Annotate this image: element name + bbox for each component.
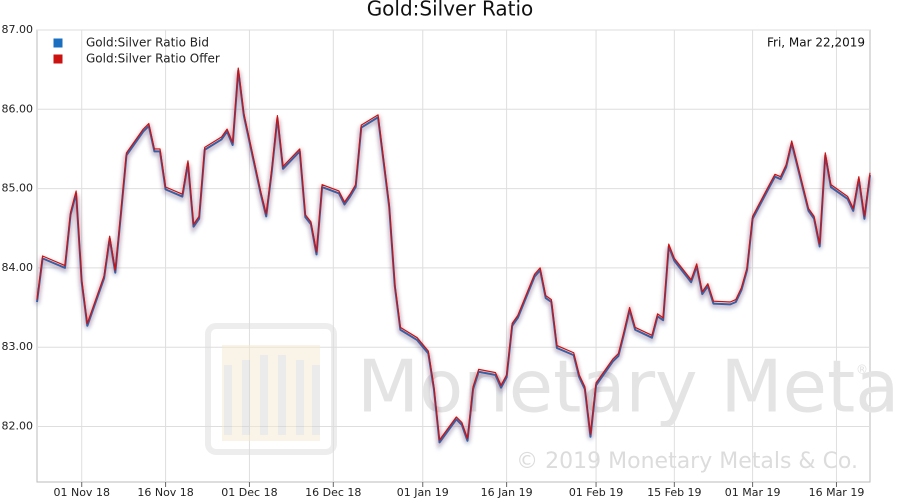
y-tick-label: 84.00 [2,261,34,274]
y-tick-label: 83.00 [2,340,34,353]
watermark-registered: ® [856,363,868,377]
x-tick-label: 16 Dec 18 [305,486,361,499]
x-tick-label: 15 Feb 19 [647,486,701,499]
x-tick-label: 16 Jan 19 [481,486,533,499]
watermark-logo [205,323,337,455]
plot-frame [36,29,871,483]
chart-title: Gold:Silver Ratio [367,0,534,21]
y-tick-label: 82.00 [2,419,34,432]
logo-fill [222,345,320,441]
logo-frame [205,323,337,455]
watermark-brand: Monetary Metals [357,345,900,429]
y-tick-label: 87.00 [2,23,34,36]
x-tick-label: 01 Dec 18 [221,486,277,499]
legend-swatch [52,53,64,65]
legend-swatch [52,37,64,49]
watermark-copyright: © 2019 Monetary Metals & Co. [516,449,858,474]
x-tick-label: 01 Mar 19 [725,486,781,499]
logo-bars [224,355,320,435]
y-tick-label: 86.00 [2,102,34,115]
x-tick-label: 01 Feb 19 [569,486,623,499]
series-line [36,67,871,441]
plot-background [36,29,871,483]
date-label: Fri, Mar 22,2019 [767,36,865,50]
x-tick-label: 01 Nov 18 [53,486,109,499]
x-tick-label: 16 Nov 18 [137,486,193,499]
line-shadow [35,70,872,449]
y-tick-label: 85.00 [2,182,34,195]
legend-label: Gold:Silver Ratio Bid [86,36,209,50]
x-tick-label: 16 Mar 19 [809,486,865,499]
x-tick-label: 01 Jan 19 [397,486,449,499]
legend-label: Gold:Silver Ratio Offer [86,52,220,66]
